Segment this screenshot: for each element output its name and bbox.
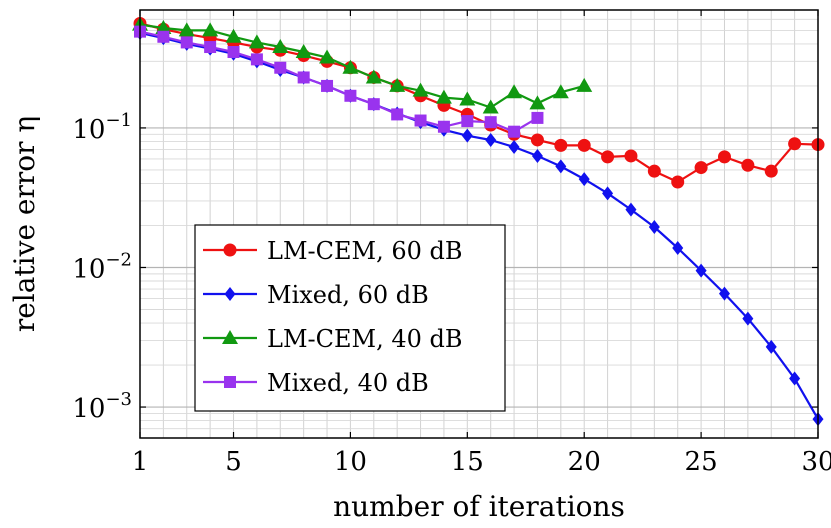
data-point-circle <box>671 175 685 189</box>
legend-item: Mixed, 60 dB <box>203 281 429 309</box>
data-point-triangle <box>202 22 219 37</box>
y-tick-label: 10−1 <box>72 110 132 145</box>
series-layer <box>132 16 825 427</box>
x-tick-label: 10 <box>334 447 367 477</box>
data-point-square <box>414 114 427 127</box>
data-point-triangle <box>435 89 452 104</box>
data-point-triangle <box>272 39 289 54</box>
data-point-triangle <box>506 84 523 99</box>
data-point-triangle <box>529 95 546 110</box>
series-triangle <box>132 16 593 114</box>
data-point-triangle <box>295 44 312 59</box>
data-point-circle <box>788 137 802 151</box>
data-point-diamond <box>625 202 637 217</box>
y-axis-label: relative error η <box>8 116 41 332</box>
series-square <box>134 25 544 138</box>
data-point-diamond <box>531 148 543 163</box>
data-point-triangle <box>248 34 265 49</box>
y-tick-label: 10−3 <box>72 389 132 424</box>
data-point-triangle <box>389 77 406 92</box>
legend-label: Mixed, 60 dB <box>267 281 429 309</box>
data-point-diamond <box>461 128 473 143</box>
data-point-diamond <box>648 220 660 235</box>
data-point-square <box>227 46 240 59</box>
data-point-square <box>484 116 497 129</box>
x-tick-label: 1 <box>132 447 149 477</box>
data-point-square <box>508 125 521 138</box>
data-point-diamond <box>765 339 777 354</box>
data-point-triangle <box>178 22 195 37</box>
data-point-circle <box>223 243 237 257</box>
data-point-triangle <box>319 49 336 64</box>
data-point-circle <box>554 138 568 152</box>
data-point-square <box>224 376 236 388</box>
data-point-diamond <box>508 140 520 155</box>
data-point-square <box>274 61 287 74</box>
data-point-diamond <box>742 311 754 326</box>
y-tick-label: 10−2 <box>72 249 132 284</box>
plot-frame <box>139 9 819 439</box>
legend-item: LM-CEM, 40 dB <box>203 325 463 353</box>
data-point-circle <box>530 133 544 147</box>
data-point-triangle <box>155 20 172 35</box>
data-point-triangle <box>576 77 593 92</box>
legend-item: Mixed, 40 dB <box>203 369 429 397</box>
data-point-triangle <box>222 330 238 344</box>
data-point-diamond <box>485 132 497 147</box>
data-point-triangle <box>225 28 242 43</box>
x-tick-label: 20 <box>568 447 601 477</box>
data-point-circle <box>764 164 778 178</box>
data-point-diamond <box>224 287 236 301</box>
data-point-square <box>531 111 544 124</box>
data-point-square <box>157 30 170 43</box>
legend-label: LM-CEM, 60 dB <box>267 237 463 265</box>
data-point-diamond <box>718 286 730 301</box>
data-point-circle <box>717 150 731 164</box>
data-point-triangle <box>482 99 499 114</box>
data-point-circle <box>577 138 591 152</box>
legend-label: LM-CEM, 40 dB <box>267 325 463 353</box>
data-point-triangle <box>552 84 569 99</box>
data-point-circle <box>694 161 708 175</box>
legend-box <box>194 224 506 412</box>
data-point-diamond <box>578 172 590 187</box>
data-point-square <box>367 98 380 111</box>
x-tick-label: 5 <box>225 447 242 477</box>
x-axis-label: number of iterations <box>333 490 625 523</box>
x-tick-label: 15 <box>451 447 484 477</box>
data-point-triangle <box>342 59 359 74</box>
data-point-circle <box>624 149 638 163</box>
legend-label: Mixed, 40 dB <box>267 369 429 397</box>
data-point-diamond <box>695 263 707 278</box>
legend: LM-CEM, 60 dB Mixed, 60 dB LM-CEM, 40 dB Mi… <box>194 224 506 412</box>
data-point-square <box>297 71 310 84</box>
data-point-square <box>321 79 334 92</box>
x-tick-label: 30 <box>801 447 831 477</box>
data-point-square <box>391 108 404 121</box>
data-point-diamond <box>789 371 801 386</box>
data-point-square <box>250 53 263 66</box>
data-point-triangle <box>459 91 476 106</box>
data-point-circle <box>647 164 661 178</box>
data-point-triangle <box>365 69 382 84</box>
data-point-diamond <box>602 186 614 201</box>
data-point-circle <box>741 158 755 172</box>
data-point-circle <box>601 150 615 164</box>
data-point-square <box>461 115 474 128</box>
data-point-square <box>344 89 357 102</box>
legend-item: LM-CEM, 60 dB <box>203 237 463 265</box>
data-point-triangle <box>412 82 429 97</box>
data-point-diamond <box>555 159 567 174</box>
data-point-diamond <box>672 240 684 255</box>
data-point-square <box>180 36 193 49</box>
data-point-square <box>437 120 450 133</box>
data-point-square <box>204 41 217 54</box>
x-tick-label: 25 <box>685 447 718 477</box>
